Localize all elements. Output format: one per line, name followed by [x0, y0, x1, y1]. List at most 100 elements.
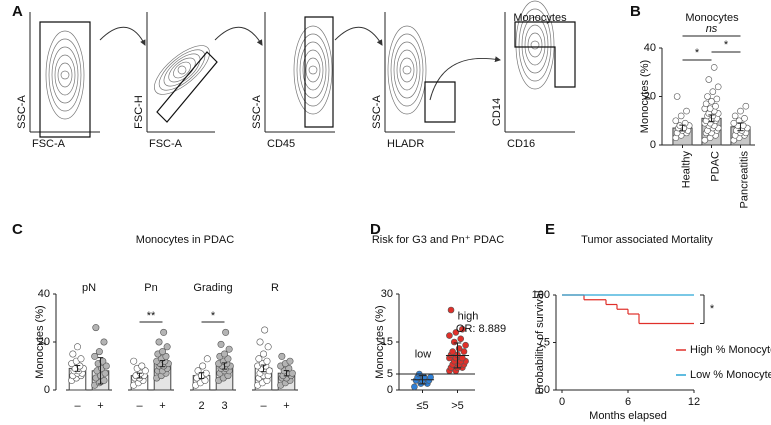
data-point — [256, 338, 264, 346]
data-point — [221, 350, 229, 358]
x-tick-label: – — [136, 400, 143, 412]
y-tick-label: 5 — [387, 368, 393, 380]
data-point — [447, 306, 455, 314]
y-tick-label: 75 — [538, 336, 550, 348]
data-point — [673, 93, 681, 100]
data-point — [155, 338, 163, 346]
data-point — [459, 325, 466, 333]
annotation: OR: 8.889 — [456, 323, 506, 335]
chart-title: Risk for G3 and Pn⁺ PDAC — [372, 234, 504, 246]
data-point — [163, 343, 171, 351]
gate-y-label: SSC-A — [16, 95, 28, 129]
y-tick-label: 0 — [650, 139, 656, 151]
y-tick-label: 20 — [644, 90, 656, 102]
data-point — [101, 369, 109, 377]
x-tick-label: 0 — [559, 396, 565, 408]
data-point — [452, 329, 460, 336]
data-point — [95, 348, 103, 356]
gate-plot — [387, 25, 427, 115]
data-point — [141, 367, 149, 375]
gate — [39, 21, 91, 138]
data-point — [449, 348, 456, 355]
data-point — [705, 76, 713, 83]
y-axis-label: Monocytes (%) — [34, 305, 46, 378]
y-tick-label: 15 — [381, 336, 393, 348]
data-point — [737, 107, 744, 115]
gate-plot — [154, 45, 210, 95]
group-label: R — [271, 282, 279, 294]
gate-label: Monocytes — [513, 12, 567, 24]
data-point — [672, 117, 680, 125]
x-tick-label: – — [260, 400, 267, 412]
data-point — [92, 324, 100, 332]
y-tick-label: 100 — [532, 289, 550, 301]
gate — [514, 21, 576, 88]
x-tick-label: + — [283, 400, 289, 412]
data-point — [130, 357, 138, 365]
y-tick-label: 0 — [387, 384, 393, 396]
data-point — [710, 64, 718, 71]
panel-letter: D — [370, 221, 381, 238]
x-tick-label: Healthy — [680, 151, 692, 189]
data-point — [683, 107, 690, 115]
x-tick-label: PDAC — [709, 151, 721, 182]
data-point — [69, 350, 77, 358]
panel-letter: E — [545, 221, 555, 238]
gate-y-label: FSC-H — [133, 95, 145, 129]
x-axis-label: Months elapsed — [589, 410, 667, 422]
panel-letter: C — [12, 221, 23, 238]
data-point — [709, 88, 717, 95]
data-point — [457, 335, 465, 343]
data-point — [259, 350, 267, 358]
data-point — [730, 119, 738, 127]
data-point — [199, 362, 207, 370]
data-point — [677, 112, 685, 120]
gating-decor — [99, 26, 501, 101]
gate — [304, 16, 334, 128]
gate-plot — [515, 0, 555, 90]
data-point — [160, 328, 168, 336]
data-point — [446, 332, 453, 339]
data-point — [731, 112, 739, 120]
data-point — [265, 367, 273, 375]
data-point — [264, 343, 272, 351]
y-tick-label: 50 — [538, 384, 550, 396]
data-point — [263, 357, 271, 365]
panel-letter: B — [630, 3, 641, 20]
data-point — [713, 95, 721, 103]
x-tick-label: + — [159, 400, 165, 412]
gate — [156, 51, 218, 123]
data-point — [261, 326, 269, 334]
x-tick-label: Pancreatitis — [738, 151, 750, 209]
group-label: pN — [82, 282, 96, 294]
annotation: high — [458, 310, 479, 322]
data-point — [450, 338, 458, 346]
gate-y-label: SSC-A — [371, 95, 383, 129]
data-point — [100, 338, 108, 346]
significance-label: * — [695, 47, 700, 59]
y-axis-label: Probability of survival — [534, 291, 546, 395]
x-tick-label: + — [97, 400, 103, 412]
gate-y-label: CD14 — [491, 98, 503, 126]
y-tick-label: 0 — [44, 384, 50, 396]
gate-x-label: FSC-A — [149, 138, 183, 150]
data-point — [714, 83, 722, 91]
chart-title: Tumor associated Mortality — [581, 234, 713, 246]
data-point — [742, 102, 750, 110]
data-point — [460, 348, 468, 355]
data-point — [285, 364, 293, 372]
x-tick-label: 2 — [198, 400, 204, 412]
data-point — [203, 355, 211, 363]
data-point — [462, 341, 469, 349]
legend-label: High % Monocytes — [690, 344, 771, 356]
gate-x-label: CD45 — [267, 138, 295, 150]
y-tick-label: 20 — [38, 336, 50, 348]
data-point — [217, 340, 225, 348]
y-axis-label: Monocytes (%) — [639, 60, 651, 133]
x-tick-label: ≤5 — [416, 400, 428, 412]
x-tick-label: 12 — [688, 396, 700, 408]
x-tick-label: 3 — [221, 400, 227, 412]
y-tick-label: 30 — [381, 288, 393, 300]
y-tick-label: 40 — [644, 42, 656, 54]
